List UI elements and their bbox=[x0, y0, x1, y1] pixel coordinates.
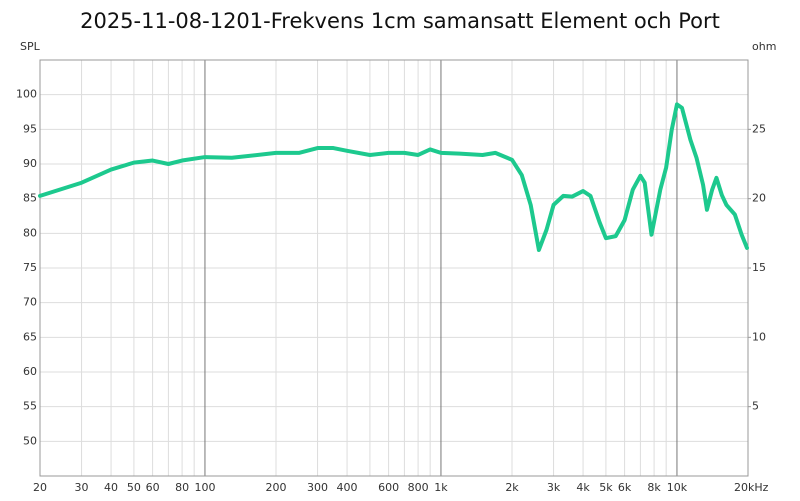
y-tick-label: 95 bbox=[23, 122, 37, 135]
x-tick-label: 100 bbox=[194, 481, 215, 494]
y-tick-label: 85 bbox=[23, 192, 37, 205]
x-tick-label: 600 bbox=[378, 481, 399, 494]
y-tick-label: 65 bbox=[23, 330, 37, 343]
x-tick-label: 50 bbox=[127, 481, 141, 494]
x-tick-label: 200 bbox=[266, 481, 287, 494]
y-tick-label: 50 bbox=[23, 434, 37, 447]
y-tick-label: 75 bbox=[23, 261, 37, 274]
x-tick-label: 300 bbox=[307, 481, 328, 494]
y2-tick-label: 15 bbox=[752, 261, 766, 274]
x-tick-label: 40 bbox=[104, 481, 118, 494]
x-tick-label: 60 bbox=[146, 481, 160, 494]
y-tick-label: 80 bbox=[23, 226, 37, 239]
y2-tick-label: 5 bbox=[752, 400, 759, 413]
x-tick-label: 2k bbox=[505, 481, 519, 494]
y-tick-label: 90 bbox=[23, 157, 37, 170]
x-tick-label: 30 bbox=[75, 481, 89, 494]
x-tick-label: 6k bbox=[618, 481, 632, 494]
y2-tick-label: 20 bbox=[752, 192, 766, 205]
y2-tick-label: 10 bbox=[752, 330, 766, 343]
x-tick-label: 1k bbox=[434, 481, 448, 494]
y-tick-label: 70 bbox=[23, 296, 37, 309]
plot-frame bbox=[39, 59, 749, 477]
x-tick-label: 800 bbox=[408, 481, 429, 494]
y2-axis-label: ohm bbox=[752, 40, 776, 53]
x-tick-label: 4k bbox=[576, 481, 590, 494]
chart-title: 2025-11-08-1201-Frekvens 1cm samansatt E… bbox=[80, 9, 720, 33]
x-tick-label: 80 bbox=[175, 481, 189, 494]
x-tick-label: 400 bbox=[337, 481, 358, 494]
x-tick-label: 3k bbox=[547, 481, 561, 494]
y-tick-label: 60 bbox=[23, 365, 37, 378]
data-line bbox=[38, 102, 749, 252]
x-tick-label: 20kHz bbox=[734, 481, 769, 494]
x-tick-label: 10k bbox=[667, 481, 688, 494]
y-axis-label: SPL bbox=[20, 40, 41, 53]
y-tick-label: 55 bbox=[23, 400, 37, 413]
x-tick-label: 20 bbox=[33, 481, 47, 494]
y-tick-label: 100 bbox=[16, 88, 37, 101]
x-tick-label: 8k bbox=[647, 481, 661, 494]
y2-tick-label: 25 bbox=[752, 122, 766, 135]
x-tick-label: 5k bbox=[599, 481, 613, 494]
